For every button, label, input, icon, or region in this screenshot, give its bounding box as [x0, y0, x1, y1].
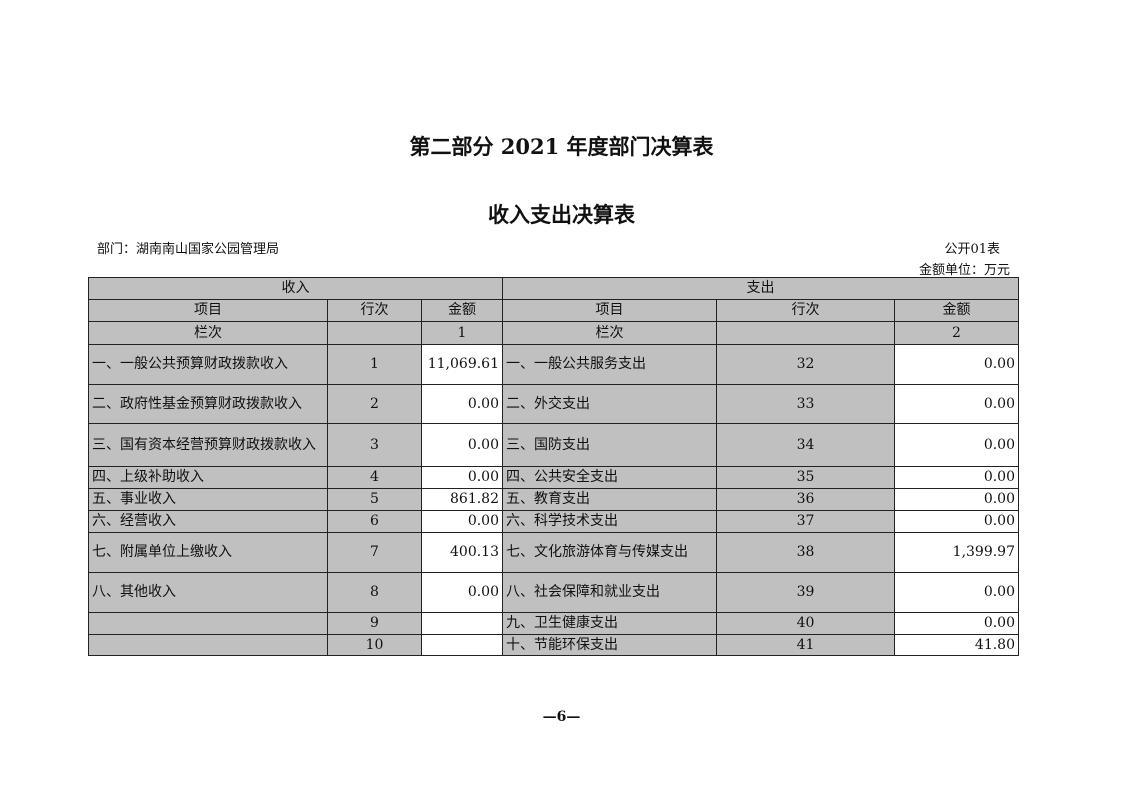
cell-in-no: 6 [327, 510, 422, 533]
table-row: 10 十、节能环保支出 41 41.80 [88, 634, 1019, 656]
table-row: 9 九、卫生健康支出 40 0.00 [88, 612, 1019, 635]
income-expense-table: 收入 支出 项目 行次 金额 项目 行次 金额 栏次 1 栏次 2 一、一般公共预算财政拨款收入 1… [88, 277, 1019, 656]
cell-in-item [88, 612, 328, 635]
page-number: —6— [542, 709, 581, 725]
col-header: 金额 [421, 299, 503, 322]
cell-in-item [88, 634, 328, 656]
table-row: 八、其他收入 8 0.00 八、社会保障和就业支出 39 0.00 [88, 572, 1019, 613]
income-header: 收入 [88, 277, 503, 300]
cell-in-amt: 400.13 [421, 532, 503, 573]
cell-in-amt: 11,069.61 [421, 344, 503, 385]
table-row: 七、附属单位上缴收入 7 400.13 七、文化旅游体育与传媒支出 38 1,399.97 [88, 532, 1019, 573]
cell-in-no: 9 [327, 612, 422, 635]
table-row: 一、一般公共预算财政拨款收入 1 11,069.61 一、一般公共服务支出 32 0.00 [88, 344, 1019, 385]
cell-ex-item: 十、节能环保支出 [502, 634, 717, 656]
cell-ex-amt: 0.00 [894, 384, 1019, 424]
cell-in-amt: 0.00 [421, 572, 503, 613]
cell-ex-no: 34 [716, 423, 895, 467]
col-header: 行次 [716, 299, 895, 322]
cell-ex-item: 三、国防支出 [502, 423, 717, 467]
cell-in-amt: 0.00 [421, 384, 503, 424]
cell-in-amt: 0.00 [421, 466, 503, 489]
cell-ex-amt: 0.00 [894, 466, 1019, 489]
cell-in-no: 5 [327, 488, 422, 511]
cell-ex-amt: 0.00 [894, 344, 1019, 385]
cell-in-no: 8 [327, 572, 422, 613]
table-row: 五、事业收入 5 861.82 五、教育支出 36 0.00 [88, 488, 1019, 511]
cell-ex-no: 37 [716, 510, 895, 533]
cell-ex-amt: 1,399.97 [894, 532, 1019, 573]
table-title: 收入支出决算表 [488, 202, 635, 227]
cell-in-no: 1 [327, 344, 422, 385]
table-row: 三、国有资本经营预算财政拨款收入 3 0.00 三、国防支出 34 0.00 [88, 423, 1019, 467]
cell-ex-no: 38 [716, 532, 895, 573]
cell-ex-item: 二、外交支出 [502, 384, 717, 424]
cell-in-item: 八、其他收入 [88, 572, 328, 613]
cell-ex-amt: 0.00 [894, 423, 1019, 467]
cell-in-no: 2 [327, 384, 422, 424]
cell-in-no: 7 [327, 532, 422, 573]
cell-in-item: 二、政府性基金预算财政拨款收入 [88, 384, 328, 424]
col-header: 行次 [327, 299, 422, 322]
cell-in-amt [421, 612, 503, 635]
cell-in-item: 五、事业收入 [88, 488, 328, 511]
cell-in-no: 4 [327, 466, 422, 489]
cell-ex-item: 一、一般公共服务支出 [502, 344, 717, 385]
col-header: 项目 [88, 299, 328, 322]
cell-ex-item: 五、教育支出 [502, 488, 717, 511]
column-number: 1 [421, 321, 503, 345]
cell-ex-no: 35 [716, 466, 895, 489]
cell-ex-item: 四、公共安全支出 [502, 466, 717, 489]
cell-ex-no: 39 [716, 572, 895, 613]
table-row: 六、经营收入 6 0.00 六、科学技术支出 37 0.00 [88, 510, 1019, 533]
cell-in-item: 四、上级补助收入 [88, 466, 328, 489]
expense-header: 支出 [502, 277, 1019, 300]
cell-in-amt: 0.00 [421, 510, 503, 533]
cell-ex-amt: 0.00 [894, 612, 1019, 635]
column-label: 栏次 [88, 321, 328, 345]
col-header: 项目 [502, 299, 717, 322]
table-code: 公开01表 [944, 242, 1000, 257]
cell-ex-amt: 41.80 [894, 634, 1019, 656]
cell-in-amt: 0.00 [421, 423, 503, 467]
cell-in-amt [421, 634, 503, 656]
cell-ex-no: 33 [716, 384, 895, 424]
cell-in-item: 七、附属单位上缴收入 [88, 532, 328, 573]
col-header: 金额 [894, 299, 1019, 322]
table-row: 四、上级补助收入 4 0.00 四、公共安全支出 35 0.00 [88, 466, 1019, 489]
cell-in-item: 一、一般公共预算财政拨款收入 [88, 344, 328, 385]
cell-ex-amt: 0.00 [894, 572, 1019, 613]
cell-ex-no: 40 [716, 612, 895, 635]
cell-ex-amt: 0.00 [894, 510, 1019, 533]
cell-ex-item: 七、文化旅游体育与传媒支出 [502, 532, 717, 573]
table-row: 二、政府性基金预算财政拨款收入 2 0.00 二、外交支出 33 0.00 [88, 384, 1019, 424]
column-number: 2 [894, 321, 1019, 345]
cell-in-item: 三、国有资本经营预算财政拨款收入 [88, 423, 328, 467]
cell-in-amt: 861.82 [421, 488, 503, 511]
section-title: 第二部分 2021 年度部门决算表 [409, 134, 714, 159]
cell-ex-no: 36 [716, 488, 895, 511]
cell-in-item: 六、经营收入 [88, 510, 328, 533]
department-label: 部门：湖南南山国家公园管理局 [97, 242, 280, 257]
cell-ex-item: 九、卫生健康支出 [502, 612, 717, 635]
cell-in-no: 10 [327, 634, 422, 656]
cell-ex-no: 41 [716, 634, 895, 656]
cell-ex-item: 六、科学技术支出 [502, 510, 717, 533]
cell-ex-item: 八、社会保障和就业支出 [502, 572, 717, 613]
cell-ex-no: 32 [716, 344, 895, 385]
column-label: 栏次 [502, 321, 717, 345]
cell-ex-amt: 0.00 [894, 488, 1019, 511]
cell-in-no: 3 [327, 423, 422, 467]
unit-label: 金额单位：万元 [918, 263, 1010, 278]
